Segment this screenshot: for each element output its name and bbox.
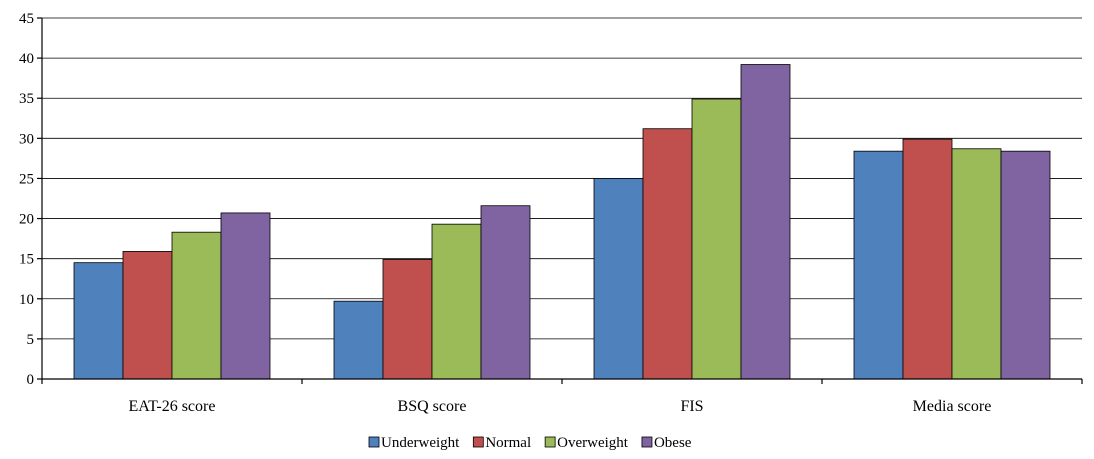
y-tick-label: 15: [19, 252, 34, 268]
bar-overweight-3: [951, 148, 1002, 380]
bar-underweight-0: [73, 262, 124, 380]
y-tick-label: 35: [19, 91, 34, 107]
bar-obese-0: [220, 212, 271, 380]
bar-normal-2: [642, 128, 693, 380]
legend-swatch: [472, 436, 484, 448]
y-tick-label: 45: [19, 11, 34, 27]
bar-obese-1: [480, 205, 531, 380]
category-label: EAT-26 score: [129, 398, 216, 415]
legend-label: Underweight: [381, 435, 460, 451]
y-tick-label: 30: [19, 131, 34, 147]
bar-normal-0: [122, 251, 173, 380]
category-label: Media score: [913, 398, 992, 415]
bar-overweight-2: [691, 98, 742, 380]
legend: Underweight Normal Overweight Obese: [368, 435, 692, 451]
bar-underweight-3: [853, 150, 904, 380]
legend-swatch: [544, 436, 556, 448]
bar-overweight-1: [431, 223, 482, 380]
y-tick-labels: 0 5 10 15 20 25 30 35 40 45: [19, 11, 34, 388]
category-label: FIS: [680, 398, 703, 415]
legend-label: Normal: [485, 435, 531, 451]
bars: [73, 64, 1051, 380]
y-tick-label: 20: [19, 212, 34, 228]
category-label: BSQ score: [398, 398, 467, 415]
y-tick-label: 0: [27, 372, 35, 388]
category-labels: EAT-26 score BSQ score FIS Media score: [129, 398, 992, 415]
y-tick-label: 40: [19, 51, 34, 67]
bar-normal-3: [902, 138, 953, 380]
legend-label: Overweight: [557, 435, 629, 451]
y-tick-label: 10: [19, 292, 34, 308]
axes: [37, 17, 1083, 384]
bar-underweight-1: [333, 300, 384, 380]
bar-underweight-2: [593, 178, 644, 380]
bar-obese-2: [740, 64, 791, 380]
bar-obese-3: [1000, 150, 1051, 380]
legend-label: Obese: [654, 435, 692, 451]
legend-swatch: [641, 436, 653, 448]
bar-overweight-0: [171, 231, 222, 380]
legend-swatch: [368, 436, 380, 448]
y-tick-label: 25: [19, 171, 34, 187]
bar-normal-1: [382, 259, 433, 380]
y-tick-label: 5: [27, 332, 35, 348]
